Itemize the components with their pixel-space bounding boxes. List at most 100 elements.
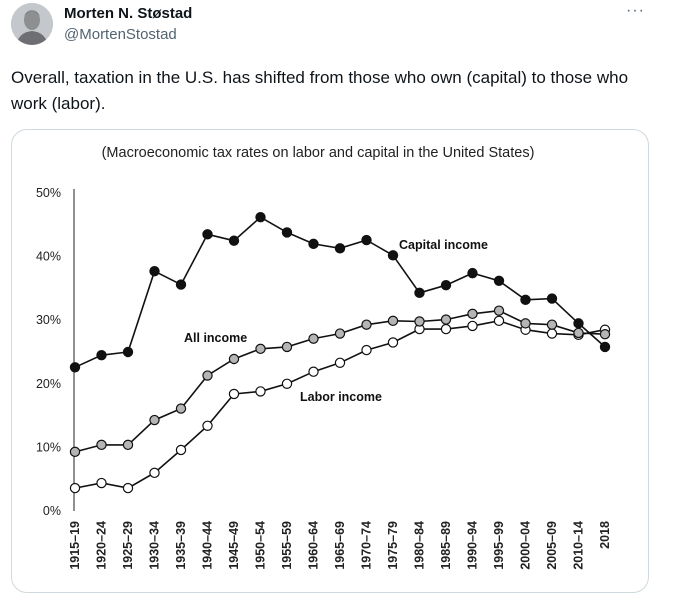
data-point [334,243,346,254]
x-tick-label: 1950–54 [254,521,268,570]
data-point [202,229,213,240]
data-point [255,211,266,223]
data-point [228,353,240,365]
series-label: All income [184,331,247,345]
data-point [387,250,399,261]
data-point [387,315,399,327]
data-point [69,482,81,494]
series-line [74,216,606,369]
x-tick-label: 1940–44 [201,521,215,570]
data-point [96,349,107,361]
series-label: Capital income [399,238,488,252]
data-point [122,439,134,451]
author-name[interactable]: Morten N. Støstad [64,5,193,22]
data-point [599,341,611,353]
data-point [149,266,160,277]
data-point [573,318,584,329]
avatar[interactable] [11,3,53,45]
y-tick-label: 20% [36,377,61,391]
data-point [493,315,505,327]
x-tick-label: 2005–09 [545,521,559,570]
data-point [149,467,160,479]
x-tick-label: 2018 [598,521,612,549]
data-point [387,337,399,348]
data-point [175,403,187,414]
chart-series [69,211,611,494]
series-labels: Capital income All income Labor income [184,238,488,404]
data-point [149,414,160,426]
data-point [520,318,531,329]
y-tick-label: 40% [36,250,61,264]
data-point [69,446,81,458]
data-point [69,362,81,373]
avatar-photo [11,3,53,45]
data-point [308,238,319,250]
author-handle[interactable]: @MortenStostad [64,26,177,43]
data-point [467,320,478,332]
x-tick-label: 1975–79 [386,521,400,570]
y-tick-label: 10% [36,440,61,454]
data-point [96,477,107,489]
chart-axes: 0% 10% 20% 30% 40% 50% 1915–19 1920–24 1925–29 19… [36,186,612,570]
data-point [334,328,346,339]
y-tick-label: 30% [36,313,61,327]
data-point [255,343,266,355]
tweet-text: Overall, taxation in the U.S. has shifte… [11,68,629,113]
series-label: Labor income [300,390,382,404]
y-tick-label: 50% [36,186,61,200]
data-point [122,346,134,358]
data-point [255,386,266,397]
data-point [228,388,240,400]
x-tick-label: 1990–94 [466,521,480,570]
data-point [493,275,505,286]
x-tick-label: 1985–89 [439,521,453,570]
data-point [573,327,584,339]
x-tick-label: 1955–59 [280,521,294,570]
x-tick-label: 1945–49 [227,521,241,570]
data-point [546,319,558,330]
data-point [546,328,558,339]
x-tick-label: 1970–74 [360,521,374,570]
y-tick-label: 0% [43,504,61,518]
data-point [122,482,134,494]
data-point [467,308,478,320]
chart-title: (Macroeconomic tax rates on labor and ca… [102,145,535,161]
data-point [281,341,293,353]
data-point [493,305,505,316]
x-tick-label: 1995–99 [492,521,506,570]
data-point [202,420,213,431]
data-point [308,366,319,377]
data-point [361,319,372,330]
series-line [74,319,606,489]
x-tick-label: 1980–84 [413,521,427,570]
data-point [520,294,531,306]
data-point [467,267,478,279]
data-point [440,280,452,291]
more-options-icon[interactable]: ··· [626,2,645,19]
data-point [414,287,425,299]
data-point [440,323,452,335]
x-tick-label: 2010–14 [572,521,586,570]
data-point [334,357,346,369]
data-point [281,378,293,389]
data-point [599,328,611,340]
x-tick-label: 1960–64 [307,521,321,570]
data-point [361,234,372,246]
data-point [308,333,319,344]
x-tick-label: 1920–24 [95,521,109,570]
data-point [202,370,213,381]
chart-card[interactable]: (Macroeconomic tax rates on labor and ca… [11,129,649,593]
data-point [546,293,558,304]
x-tick-label: 1935–39 [174,521,188,570]
data-point [281,227,293,238]
data-point [440,314,452,325]
data-point [414,316,425,327]
x-tick-label: 1925–29 [121,521,135,570]
x-tick-label: 2000–04 [519,521,533,570]
data-point [96,439,107,451]
data-point [361,344,372,356]
tax-rate-chart: (Macroeconomic tax rates on labor and ca… [36,145,612,570]
x-tick-label: 1915–19 [68,521,82,570]
x-tick-label: 1965–69 [333,521,347,570]
